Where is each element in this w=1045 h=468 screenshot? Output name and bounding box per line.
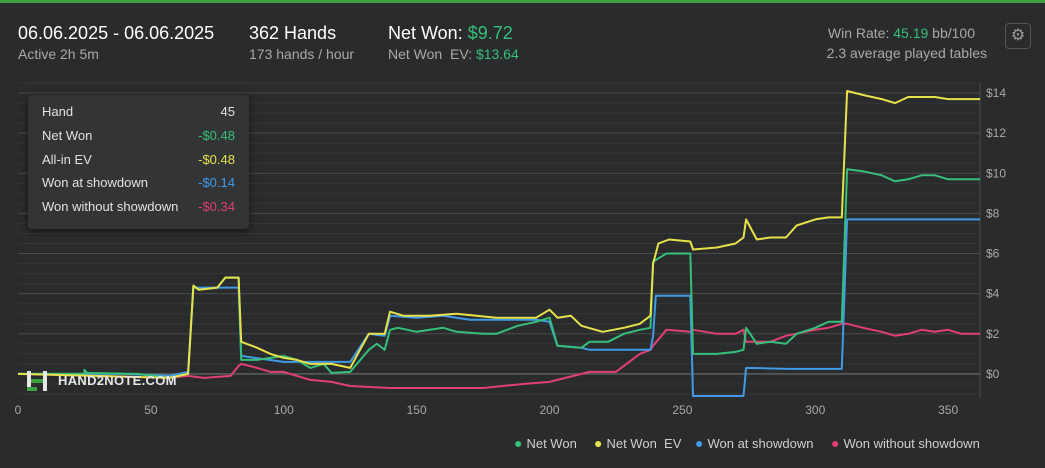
series-line-won-at-showdown: [18, 218, 980, 397]
x-tick-label: 0: [15, 403, 22, 417]
series-line-won-without-showdown: [17, 322, 980, 389]
x-tick-label: 150: [407, 403, 427, 417]
net-won-value: $9.72: [467, 23, 513, 43]
tooltip-row: All-in EV -$0.48: [42, 152, 235, 170]
gear-icon[interactable]: ⚙: [1005, 23, 1031, 49]
tooltip-hand-value: 45: [220, 104, 235, 119]
x-tick-label: 50: [144, 403, 158, 417]
y-tick-label: $14: [986, 86, 1006, 100]
y-tick-label: $10: [986, 166, 1006, 180]
legend-item[interactable]: ● Won without showdown: [831, 435, 980, 451]
legend-item[interactable]: ● Net Won: [514, 435, 577, 451]
net-won-summary: Net Won: $9.72: [388, 23, 513, 44]
net-won-label: Net Won:: [388, 23, 468, 43]
hands-per-hour: 173 hands / hour: [249, 46, 355, 62]
tooltip-row: Won at showdown -$0.14: [42, 175, 235, 193]
hands-count: 362 Hands: [249, 23, 337, 43]
active-time: Active 2h 5m: [18, 46, 99, 62]
tooltip-row: Net Won -$0.48: [42, 128, 235, 146]
x-tick-label: 200: [539, 403, 559, 417]
win-rate-unit: bb/100: [928, 25, 975, 41]
tooltip-row-label: All-in EV: [42, 151, 92, 167]
tooltip-row-label: Net Won: [42, 128, 93, 143]
bankroll-line-chart: $0 $2 $4 $6 $8 $10 $12 $14 0 50 100 150 200 250 300 350: [15, 82, 1006, 417]
y-tick-label: $8: [986, 206, 1000, 220]
legend-dot-icon: ●: [514, 435, 523, 451]
x-tick-label: 100: [274, 403, 294, 417]
legend-dot-icon: ●: [594, 435, 603, 451]
series-line-net-won-ev: [17, 90, 980, 379]
x-tick-label: 250: [672, 403, 692, 417]
tooltip-row-label: Won at showdown: [42, 175, 148, 190]
tooltip-row-value: -$0.48: [198, 151, 235, 167]
tooltip-row: Won without showdown -$0.34: [42, 199, 235, 217]
y-tick-label: $4: [986, 287, 1000, 301]
legend-label: Won without showdown: [843, 436, 980, 451]
legend-dot-icon: ●: [831, 435, 840, 451]
y-tick-label: $2: [986, 327, 1000, 341]
chart-axes: $0 $2 $4 $6 $8 $10 $12 $14 0 50 100 150 200 250 300 350: [15, 83, 1006, 417]
h2n-logo-icon: [27, 371, 47, 391]
legend-item[interactable]: ● Won at showdown: [695, 435, 813, 451]
win-rate: Win Rate: 45.19 bb/100: [828, 25, 975, 41]
hand2note-logo: HAND2NOTE.COM: [26, 369, 176, 393]
legend-label: Won at showdown: [707, 436, 814, 451]
legend-label: Net Won: [526, 436, 577, 451]
tooltip-row-value: -$0.34: [198, 198, 235, 214]
logo-text: HAND2NOTE.COM: [58, 373, 177, 388]
x-tick-label: 350: [938, 403, 958, 417]
chart-series: [17, 90, 980, 397]
average-tables: 2.3 average played tables: [826, 45, 987, 61]
x-tick-label: 300: [805, 403, 825, 417]
win-rate-value: 45.19: [893, 25, 929, 41]
legend-dot-icon: ●: [695, 435, 704, 451]
tooltip-row-label: Won without showdown: [42, 198, 179, 214]
net-won-ev-value: $13.64: [475, 46, 519, 62]
y-tick-label: $0: [986, 367, 1000, 381]
tooltip-row-value: -$0.48: [198, 128, 235, 143]
hover-tooltip: Hand 45 Net Won -$0.48 All-in EV -$0.48 Won …: [28, 95, 249, 229]
date-range[interactable]: 06.06.2025 - 06.06.2025: [18, 23, 215, 43]
legend-item[interactable]: ● Net Won EV: [594, 435, 681, 451]
net-won-ev-summary: Net Won EV: $13.64: [388, 46, 519, 62]
y-tick-label: $6: [986, 247, 1000, 261]
win-rate-label: Win Rate:: [827, 25, 894, 41]
y-tick-label: $12: [986, 126, 1006, 140]
tooltip-row-value: -$0.14: [198, 175, 235, 190]
legend-label: Net Won EV: [606, 436, 682, 451]
net-won-ev-label: Net Won EV:: [388, 46, 476, 62]
tooltip-hand-label: Hand: [42, 104, 74, 119]
tooltip-hand-row: Hand 45: [42, 104, 235, 122]
